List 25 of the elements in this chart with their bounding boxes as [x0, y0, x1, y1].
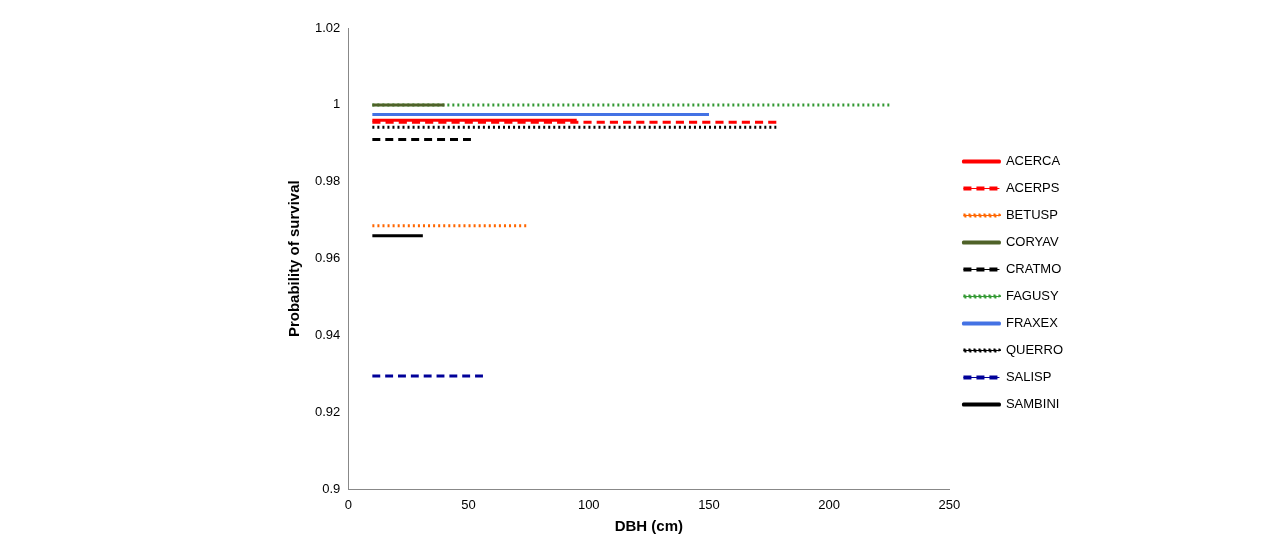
legend-label: ACERCA	[1005, 153, 1061, 169]
x-tick-label: 200	[818, 496, 841, 512]
legend-label: CORYAV	[1005, 234, 1060, 250]
y-tick-label: 0.9	[322, 480, 341, 496]
legend-label: BETUSP	[1005, 207, 1058, 223]
legend-label: CRATMO	[1005, 261, 1062, 277]
y-tick-label: 0.94	[314, 327, 341, 343]
x-tick-label: 0	[344, 496, 352, 512]
x-tick-label: 50	[461, 496, 476, 512]
legend-label: QUERRO	[1005, 342, 1063, 358]
x-tick-label: 100	[577, 496, 600, 512]
y-axis-title: Probability of survival	[285, 180, 303, 338]
legend-label: FRAXEX	[1005, 315, 1059, 331]
legend-label: SALISP	[1005, 369, 1052, 385]
x-tick-label: 250	[938, 496, 961, 512]
x-axis-title: DBH (cm)	[614, 517, 684, 535]
y-tick-label: 1	[333, 96, 341, 112]
y-tick-label: 0.98	[314, 173, 341, 189]
legend-label: FAGUSY	[1005, 288, 1060, 304]
y-tick-label: 0.96	[314, 250, 341, 266]
y-tick-label: 0.92	[314, 404, 341, 420]
y-tick-label: 1.02	[314, 19, 341, 35]
legend-label: SAMBINI	[1005, 396, 1060, 412]
legend-label: ACERPS	[1005, 180, 1060, 196]
x-tick-label: 150	[698, 496, 720, 512]
